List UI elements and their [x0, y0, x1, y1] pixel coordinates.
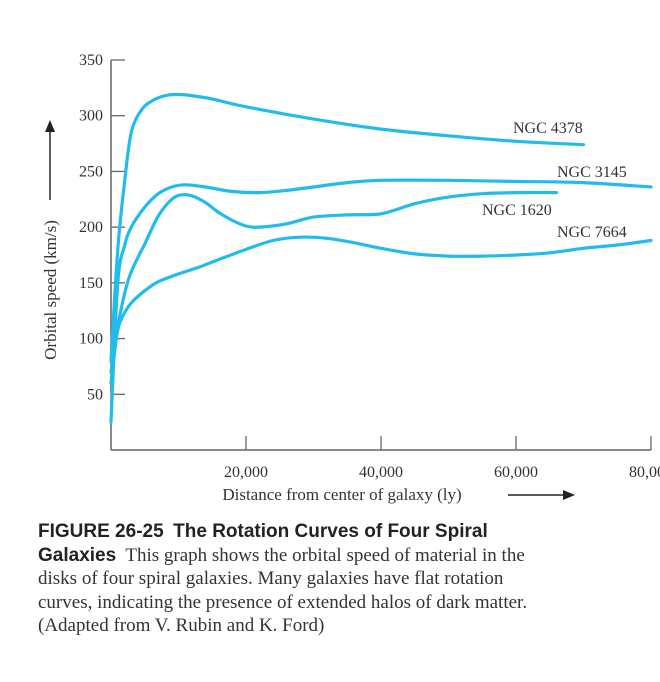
x-tick-label: 60,000	[494, 464, 538, 481]
label-ngc-4378: NGC 4378	[513, 120, 583, 137]
x-tick-label: 20,000	[224, 464, 268, 481]
x-axis-title: Distance from center of galaxy (ly)	[222, 485, 461, 504]
caption-title-line-1: FIGURE 26-25 The Rotation Curves of Four…	[38, 520, 638, 544]
y-tick-label: 150	[79, 275, 103, 292]
y-tick-label: 300	[79, 108, 103, 125]
figure-title-part-2: Galaxies	[38, 544, 117, 566]
caption-text-1: This graph shows the orbital speed of ma…	[125, 544, 525, 566]
caption-text-3: curves, indicating the presence of exten…	[38, 591, 528, 613]
curve-ngc-7664	[109, 235, 653, 374]
label-ngc-1620: NGC 1620	[482, 202, 552, 219]
caption-text-4: (Adapted from V. Rubin and K. Ford)	[38, 615, 325, 636]
figure-title-part-1: The Rotation Curves of Four Spiral	[173, 521, 488, 542]
y-axis-title: Orbital speed (km/s)	[41, 220, 60, 360]
caption-line-2: Galaxies This graph shows the orbital sp…	[38, 544, 638, 568]
y-tick-label: 200	[79, 219, 103, 236]
rotation-curves-chart: 50 100 150 200 250 300 350 20,000 40,000 60,000 80…	[41, 52, 660, 504]
y-tick-label: 350	[79, 52, 103, 69]
label-ngc-3145: NGC 3145	[557, 164, 627, 181]
x-tick-label: 40,000	[359, 464, 403, 481]
y-tick-label: 250	[79, 163, 103, 180]
curve-ngc-1620	[109, 190, 559, 385]
curve-ngc-4378	[109, 92, 586, 363]
x-tick-label: 80,000	[629, 464, 660, 481]
figure-caption: FIGURE 26-25 The Rotation Curves of Four…	[38, 520, 638, 638]
figure-number: FIGURE 26-25	[38, 521, 164, 542]
curve-ngc-3145	[109, 178, 653, 424]
label-ngc-7664: NGC 7664	[557, 224, 627, 241]
y-tick-label: 100	[79, 331, 103, 348]
x-axis-arrowhead	[563, 490, 575, 500]
caption-text-2: disks of four spiral galaxies. Many gala…	[38, 568, 504, 589]
y-tick-label: 50	[87, 386, 103, 403]
y-axis-arrowhead	[45, 120, 55, 132]
